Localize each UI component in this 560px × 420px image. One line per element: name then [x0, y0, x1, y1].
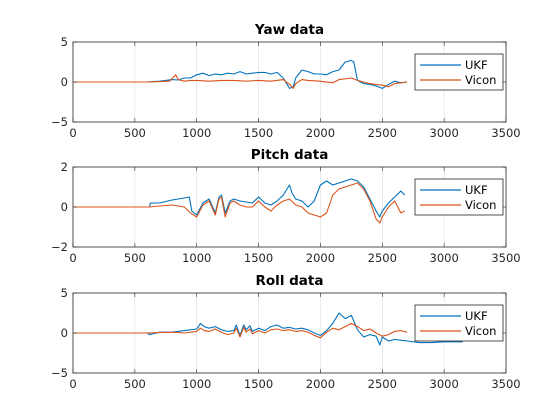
- pitch-x-tick-label: 2500: [368, 251, 397, 265]
- yaw-chart-title: Yaw data: [254, 22, 324, 38]
- yaw-legend-label-ukf: UKF: [465, 58, 488, 72]
- pitch-y-tick-label: 2: [61, 160, 68, 174]
- roll-legend-box: [414, 304, 504, 342]
- pitch-x-tick-label: 2000: [306, 251, 335, 265]
- pitch-x-tick-label: 1500: [244, 251, 273, 265]
- roll-series-vicon-line: [73, 322, 408, 339]
- yaw-y-tick-label: 5: [61, 35, 68, 49]
- yaw-x-tick-label: 2000: [306, 126, 335, 140]
- pitch-x-tick-label: 500: [124, 251, 146, 265]
- pitch-chart-title: Pitch data: [251, 147, 329, 163]
- yaw-legend-label-vicon: Vicon: [465, 73, 496, 87]
- roll-x-tick-label: 1000: [182, 377, 211, 391]
- pitch-legend-label-ukf: UKF: [465, 183, 488, 197]
- roll-x-tick-label: 2000: [306, 377, 335, 391]
- pitch-series-group: [73, 178, 405, 224]
- yaw-x-tick-label: 1500: [244, 126, 273, 140]
- roll-y-tick-label: −5: [51, 366, 68, 380]
- roll-chart-title: Roll data: [256, 273, 324, 289]
- yaw-x-tick-label: 3500: [491, 126, 520, 140]
- roll-legend-label-vicon: Vicon: [465, 324, 496, 338]
- yaw-series-vicon-line: [73, 74, 408, 89]
- roll-legend-label-ukf: UKF: [465, 309, 488, 323]
- roll-x-tick-label: 1500: [244, 377, 273, 391]
- pitch-x-tick-label: 3000: [430, 251, 459, 265]
- roll-x-tick-label: 0: [69, 377, 76, 391]
- roll-series-group: [73, 312, 463, 346]
- pitch-legend-label-vicon: Vicon: [465, 198, 496, 212]
- roll-x-tick-label: 3500: [491, 377, 520, 391]
- pitch-series-vicon-line: [73, 182, 405, 224]
- roll-y-tick-label: 5: [61, 286, 68, 300]
- pitch-legend-box: [414, 178, 504, 216]
- pitch-y-tick-label: 0: [61, 200, 68, 214]
- pitch-x-tick-label: 3500: [491, 251, 520, 265]
- yaw-series-group: [73, 59, 408, 89]
- roll-x-tick-label: 500: [124, 377, 146, 391]
- yaw-x-tick-label: 1000: [182, 126, 211, 140]
- yaw-legend-box: [414, 53, 504, 91]
- yaw-y-tick-label: 0: [61, 75, 68, 89]
- roll-x-tick-label: 3000: [430, 377, 459, 391]
- yaw-x-tick-label: 500: [124, 126, 146, 140]
- roll-series-ukf-line: [73, 312, 463, 346]
- yaw-x-tick-label: 2500: [368, 126, 397, 140]
- yaw-series-ukf-line: [73, 59, 408, 89]
- yaw-y-tick-label: −5: [51, 115, 68, 129]
- pitch-x-tick-label: 0: [69, 251, 76, 265]
- yaw-x-tick-label: 3000: [430, 126, 459, 140]
- pitch-series-ukf-line: [73, 178, 405, 218]
- yaw-x-tick-label: 0: [69, 126, 76, 140]
- roll-y-tick-label: 0: [61, 326, 68, 340]
- pitch-y-tick-label: −2: [51, 240, 68, 254]
- pitch-x-tick-label: 1000: [182, 251, 211, 265]
- roll-x-tick-label: 2500: [368, 377, 397, 391]
